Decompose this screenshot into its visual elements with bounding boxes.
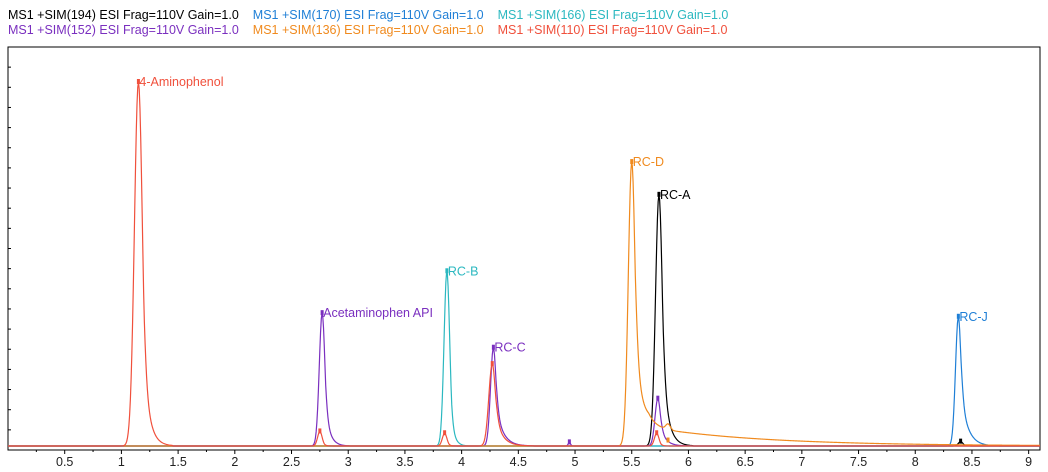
series-line-4 <box>8 162 1040 447</box>
x-tick-label: 9 <box>1025 455 1032 469</box>
x-tick-label: 3 <box>345 455 352 469</box>
series-line-2 <box>8 270 1040 447</box>
x-tick-label: 1 <box>118 455 125 469</box>
peak-marker <box>136 79 140 84</box>
x-tick-label: 4.5 <box>510 455 527 469</box>
peak-marker <box>630 159 634 165</box>
x-tick-label: 5 <box>572 455 579 469</box>
peak-marker <box>959 438 963 444</box>
x-tick-label: 6.5 <box>736 455 753 469</box>
legend-item-sim170: MS1 +SIM(170) ESI Frag=110V Gain=1.0 <box>252 8 484 22</box>
peak-marker <box>657 191 661 197</box>
peak-marker <box>320 310 324 316</box>
x-tick-label: 6 <box>685 455 692 469</box>
legend-row-2: MS1 +SIM(152) ESI Frag=110V Gain=1.0 MS1… <box>8 23 1044 38</box>
peak-marker <box>491 344 495 350</box>
peak-label-4: RC-D <box>633 155 664 169</box>
peak-label-3: RC-C <box>494 341 525 355</box>
x-tick-label: 3.5 <box>396 455 413 469</box>
legend-item-sim194: MS1 +SIM(194) ESI Frag=110V Gain=1.0 <box>8 8 239 22</box>
series-line-0 <box>8 194 1040 447</box>
legend-item-sim136: MS1 +SIM(136) ESI Frag=110V Gain=1.0 <box>252 23 484 37</box>
x-tick-label: 0.5 <box>56 455 73 469</box>
series-line-3 <box>8 313 1040 447</box>
peak-marker <box>490 361 494 367</box>
legend-item-sim110: MS1 +SIM(110) ESI Frag=110V Gain=1.0 <box>497 23 728 37</box>
peak-marker <box>445 268 449 274</box>
series-line-1 <box>8 316 1040 447</box>
x-tick-label: 4 <box>458 455 465 469</box>
x-tick-label: 2.5 <box>283 455 300 469</box>
x-tick-label: 7.5 <box>850 455 867 469</box>
legend-item-sim166: MS1 +SIM(166) ESI Frag=110V Gain=1.0 <box>497 8 729 22</box>
legend-row-1: MS1 +SIM(194) ESI Frag=110V Gain=1.0 MS1… <box>8 8 1044 23</box>
legend-item-sim152: MS1 +SIM(152) ESI Frag=110V Gain=1.0 <box>8 23 239 37</box>
x-tick-label: 8 <box>912 455 919 469</box>
x-tick-label: 2 <box>231 455 238 469</box>
peak-marker <box>443 430 447 436</box>
x-tick-label: 7 <box>798 455 805 469</box>
peak-marker <box>567 439 571 445</box>
peak-marker <box>656 395 660 401</box>
x-tick-label: 1.5 <box>169 455 186 469</box>
chart-legend: MS1 +SIM(194) ESI Frag=110V Gain=1.0 MS1… <box>8 8 1044 38</box>
peak-marker <box>956 313 960 319</box>
peak-label-5: RC-A <box>660 188 691 202</box>
peak-label-0: 4-Aminophenol <box>139 75 223 89</box>
peak-marker <box>318 428 322 434</box>
x-tick-label: 5.5 <box>623 455 640 469</box>
series-line-5 <box>8 81 1040 447</box>
peak-label-2: RC-B <box>448 264 479 278</box>
x-tick-label: 8.5 <box>963 455 980 469</box>
peak-label-6: RC-J <box>959 310 987 324</box>
peak-marker <box>655 430 659 436</box>
peak-label-1: Acetaminophen API <box>323 306 433 320</box>
plot-frame <box>7 46 1041 451</box>
peak-marker <box>666 437 670 443</box>
